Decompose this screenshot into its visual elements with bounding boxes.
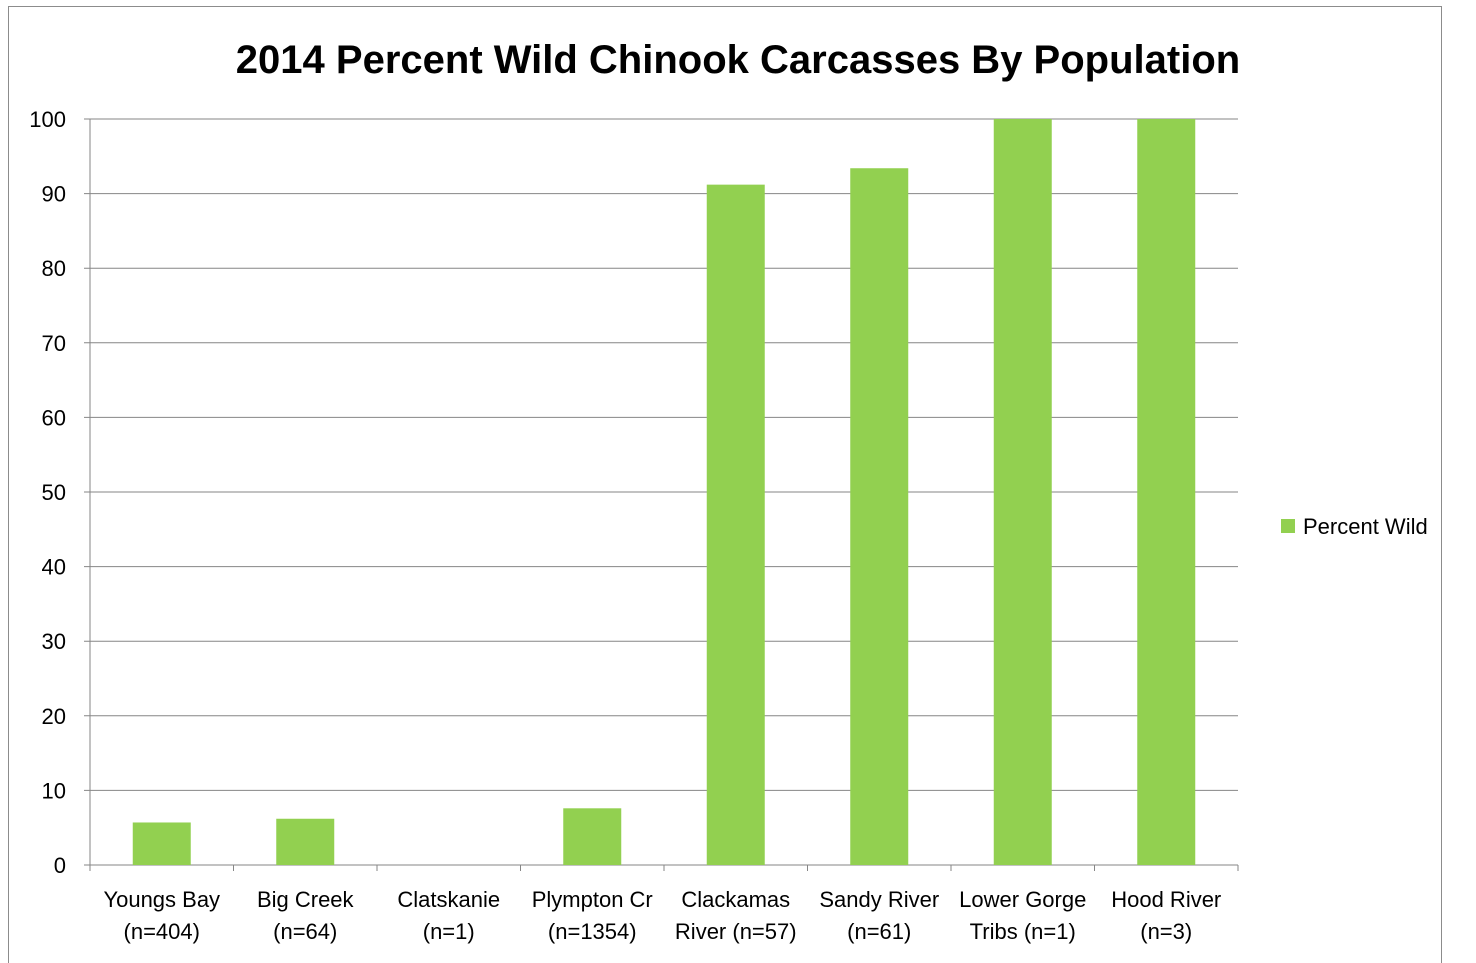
bars: [132, 119, 1196, 866]
y-tick-label: 30: [42, 629, 66, 654]
x-tick-label: (n=64): [273, 919, 337, 944]
y-tick-label: 60: [42, 405, 66, 430]
legend: Percent Wild: [1281, 514, 1428, 539]
bar: [993, 119, 1052, 865]
gridlines: [84, 118, 1238, 791]
x-tick-label: (n=1): [423, 919, 475, 944]
x-tick-label: Hood River: [1111, 887, 1221, 912]
x-tick-label: (n=3): [1140, 919, 1192, 944]
y-tick-label: 100: [29, 107, 66, 132]
x-tick-label: River (n=57): [675, 919, 797, 944]
y-tick-label: 40: [42, 555, 66, 580]
y-tick-label: 80: [42, 256, 66, 281]
y-tick-labels: 0 10 20 30 40 50 60 70 80 90 100: [29, 107, 66, 878]
legend-swatch: [1281, 519, 1295, 533]
x-tick-label: Tribs (n=1): [970, 919, 1076, 944]
y-tick-label: 50: [42, 480, 66, 505]
x-tick-label: Lower Gorge: [959, 887, 1086, 912]
bar: [850, 168, 909, 866]
x-tick-label: (n=61): [847, 919, 911, 944]
x-tick-label: Sandy River: [819, 887, 939, 912]
x-tick-label: (n=1354): [548, 919, 637, 944]
bar: [706, 184, 765, 865]
axes: [84, 119, 1239, 871]
y-tick-label: 90: [42, 182, 66, 207]
x-tick-label: (n=404): [124, 919, 200, 944]
bar: [563, 808, 622, 865]
y-tick-label: 20: [42, 704, 66, 729]
bar: [1137, 119, 1196, 865]
y-tick-label: 70: [42, 331, 66, 356]
y-tick-label: 0: [54, 853, 66, 878]
bar: [132, 822, 191, 865]
x-tick-labels: Youngs Bay (n=404) Big Creek (n=64) Clatskan…: [103, 887, 1221, 944]
x-tick-label: Big Creek: [257, 887, 355, 912]
x-tick-label: Plympton Cr: [532, 887, 653, 912]
bar: [276, 818, 335, 865]
x-tick-label: Clackamas: [681, 887, 790, 912]
y-tick-label: 10: [42, 778, 66, 803]
x-tick-label: Youngs Bay: [103, 887, 220, 912]
x-tick-label: Clatskanie: [397, 887, 500, 912]
legend-label: Percent Wild: [1303, 514, 1428, 539]
chart-title: 2014 Percent Wild Chinook Carcasses By P…: [236, 38, 1240, 82]
